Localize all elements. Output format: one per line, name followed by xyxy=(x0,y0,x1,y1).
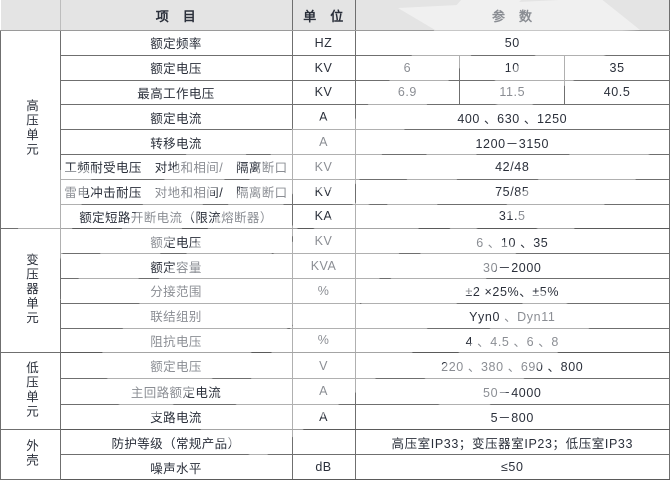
unit-label: A xyxy=(291,403,356,431)
unit-label: % xyxy=(291,277,356,304)
unit-label: A xyxy=(291,129,356,155)
table-row: 阻抗电压 % 4 、4.5 、6 、8 xyxy=(1,327,670,354)
unit-label: KV xyxy=(291,153,356,180)
param-value: ±2 ×25%、±5% xyxy=(354,277,670,304)
header-group-cell xyxy=(0,0,61,31)
unit-label: dB xyxy=(291,454,356,480)
group-label-enclosure: 外壳 xyxy=(0,429,61,480)
param-value: 5－800 xyxy=(354,403,670,431)
param-value: 220 、380 、690 、800 xyxy=(354,352,670,379)
table-row: 联结组别 Yyn0 、Dyn11 xyxy=(1,302,670,329)
item-label: 工频耐受电压 对地和相间/ 隔离断口 xyxy=(59,153,293,180)
header-unit-cell: 单 位 xyxy=(291,0,356,31)
table-row: 额定电压 KV 6 10 35 xyxy=(1,54,670,81)
item-label: 主回路额定电流 xyxy=(59,377,293,405)
item-label: 分接范围 xyxy=(59,277,293,304)
table-row: 高压单元 额定频率 HZ 50 xyxy=(0,29,670,230)
param-value: 400 、630 、1250 xyxy=(354,104,670,131)
param-value-2: 11.5 xyxy=(459,79,566,106)
param-value-3: 40.5 xyxy=(564,79,670,106)
unit-label: V xyxy=(291,352,356,379)
unit-label: A xyxy=(291,377,356,405)
param-value: 75/85 xyxy=(354,178,670,205)
param-value: 50－4000 xyxy=(354,377,670,405)
item-label: 额定电压 xyxy=(59,54,293,81)
item-label: 额定频率 xyxy=(59,30,293,56)
table-row: 额定容量 KVA 30－2000 xyxy=(1,253,670,279)
table-row: 工频耐受电压 对地和相间/ 隔离断口 KV 42/48 xyxy=(1,153,670,180)
group-label-transformer: 变压器单元 xyxy=(0,228,61,354)
table-row: 分接范围 % ±2 ×25%、±5% xyxy=(1,277,670,304)
param-value: ≤50 xyxy=(354,454,670,480)
unit-label: HZ xyxy=(291,30,356,56)
param-value-1: 6 xyxy=(354,54,461,81)
table-row: 主回路额定电流 A 50－4000 xyxy=(1,377,670,405)
table-row: 噪声水平 dB ≤50 xyxy=(1,454,670,480)
item-label: 额定短路开断电流（限流熔断器） xyxy=(59,203,293,230)
unit-label xyxy=(291,429,356,456)
unit-label: KV xyxy=(291,54,356,81)
param-value: 31.5 xyxy=(354,203,670,230)
item-label: 联结组别 xyxy=(59,302,293,329)
param-value: 42/48 xyxy=(354,153,670,180)
param-value-1: 6.9 xyxy=(354,79,461,106)
unit-label: KV xyxy=(291,228,356,255)
param-value-2: 10 xyxy=(459,54,566,81)
param-value: 30－2000 xyxy=(354,253,670,279)
item-label: 转移电流 xyxy=(59,129,293,155)
table-row: 外壳 防护等级（常规产品） 高压室IP33；变压器室IP23；低压室IP33 xyxy=(0,429,670,480)
param-value: 1200－3150 xyxy=(354,129,670,155)
table-row: 转移电流 A 1200－3150 xyxy=(1,129,670,155)
item-label: 额定电流 xyxy=(59,104,293,131)
table-row: 低压单元 额定电压 V 220 、380 、690 、800 xyxy=(0,352,670,431)
table-row: 额定短路开断电流（限流熔断器） KA 31.5 xyxy=(1,203,670,230)
group-label-hv: 高压单元 xyxy=(0,29,61,230)
param-value: 50 xyxy=(354,30,670,56)
table-header-row: 项 目 单 位 参 数 xyxy=(0,0,670,31)
header-item-cell: 项 目 xyxy=(59,0,293,31)
unit-label: KV xyxy=(291,178,356,205)
param-value-3: 35 xyxy=(564,54,670,81)
item-label: 防护等级（常规产品） xyxy=(59,429,293,456)
item-label: 噪声水平 xyxy=(59,454,293,480)
item-label: 额定电压 xyxy=(59,352,293,379)
unit-label: KV xyxy=(291,79,356,106)
param-value: 4 、4.5 、6 、8 xyxy=(354,327,670,354)
table-row: 雷电冲击耐压 对地和相间/ 隔离断口 KV 75/85 xyxy=(1,178,670,205)
item-label: 支路电流 xyxy=(59,403,293,431)
item-label: 阻抗电压 xyxy=(59,327,293,354)
unit-label: KA xyxy=(291,203,356,230)
item-label: 雷电冲击耐压 对地和相间/ 隔离断口 xyxy=(59,178,293,205)
param-value: 6 、10 、35 xyxy=(354,228,670,255)
item-label: 额定电压 xyxy=(59,228,293,255)
item-label: 最高工作电压 xyxy=(59,79,293,106)
item-label: 额定容量 xyxy=(59,253,293,279)
table-row: 最高工作电压 KV 6.9 11.5 40.5 xyxy=(1,79,670,106)
table-row: 支路电流 A 5－800 xyxy=(1,403,670,431)
unit-label: A xyxy=(291,104,356,131)
group-label-lv: 低压单元 xyxy=(0,352,61,431)
table-row: 额定电流 A 400 、630 、1250 xyxy=(1,104,670,131)
param-value: 高压室IP33；变压器室IP23；低压室IP33 xyxy=(354,429,670,456)
param-value: Yyn0 、Dyn11 xyxy=(354,302,670,329)
header-param-cell: 参 数 xyxy=(354,0,670,31)
unit-label xyxy=(291,302,356,329)
table-row: 变压器单元 额定电压 KV 6 、10 、35 xyxy=(0,228,670,354)
unit-label: % xyxy=(291,327,356,354)
unit-label: KVA xyxy=(291,253,356,279)
